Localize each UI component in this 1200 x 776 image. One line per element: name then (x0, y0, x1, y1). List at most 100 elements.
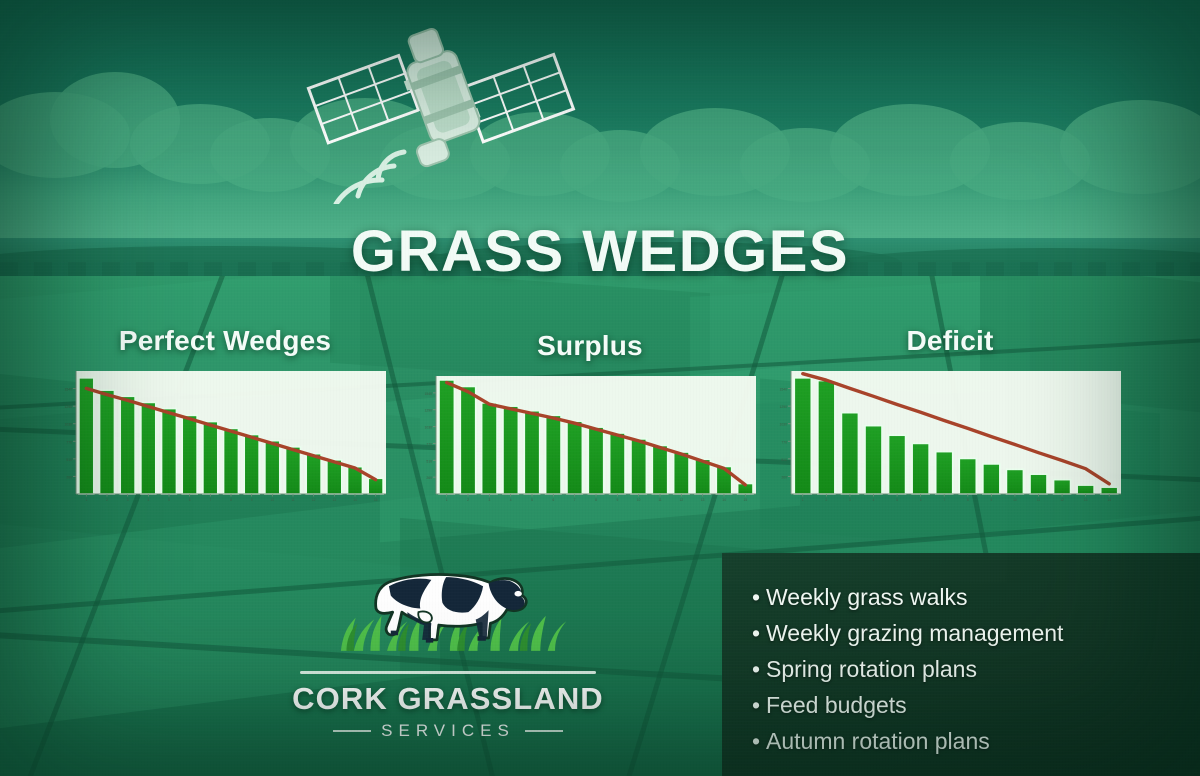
chart-bar (202, 420, 219, 495)
chart-bar (1076, 484, 1095, 495)
y-tick-label: 1290 (424, 409, 432, 413)
satellite-icon (300, 4, 580, 207)
x-tick-label: 7 (943, 498, 945, 502)
x-tick-label: 15 (374, 498, 378, 502)
x-tick-label: 5 (168, 498, 170, 502)
y-tick-label: 260 (66, 475, 72, 479)
x-tick-label: 1 (802, 498, 804, 502)
x-tick-label: 8 (595, 498, 597, 502)
demand-line (84, 386, 378, 482)
x-tick-label: 2 (825, 498, 827, 502)
x-tick-label: 5 (531, 498, 533, 502)
x-tick-label: 13 (1084, 498, 1088, 502)
chart-bar (887, 434, 907, 495)
x-tick-label: 10 (271, 498, 275, 502)
chart-bar (438, 379, 456, 495)
x-tick-label: 9 (616, 498, 618, 502)
x-tick-label: 7 (574, 498, 576, 502)
x-tick-label: 6 (920, 498, 922, 502)
bullet-icon: • (752, 728, 761, 754)
chart-bar (222, 427, 240, 495)
chart-bar (1052, 478, 1072, 495)
logo-divider-right (524, 730, 563, 732)
chart-bar (305, 452, 322, 495)
x-tick-label: 9 (251, 498, 253, 502)
y-tick-label: 1030 (64, 423, 72, 427)
x-tick-label: 9 (990, 498, 992, 502)
y-tick-label: 1540 (779, 388, 787, 392)
y-tick-label: 770 (426, 442, 432, 446)
grass-tuft-icon (340, 615, 567, 651)
x-tick-label: 7 (209, 498, 211, 502)
y-tick-label: 260 (426, 476, 432, 480)
x-tick-label: 6 (189, 498, 191, 502)
x-tick-label: 10 (1013, 498, 1017, 502)
services-list: • Weekly grass walks • Weekly grazing manag… (722, 553, 1200, 759)
chart-bar (864, 424, 883, 495)
y-tick-label: 1540 (64, 388, 72, 392)
chart-bar (958, 457, 978, 495)
chart-perfect-wedges: Perfect Wedges 260 510 770 1030 1290 1540 1 2 3 4… (60, 325, 390, 508)
x-tick-label: 14 (1107, 498, 1111, 502)
chart-bar (587, 426, 605, 495)
y-tick-label: 1290 (779, 405, 787, 409)
y-tick-label: 1540 (424, 392, 432, 396)
chart-bar (544, 414, 562, 495)
x-tick-label: 2 (106, 498, 108, 502)
x-tick-label: 6 (552, 498, 554, 502)
x-tick-label: 1 (446, 498, 448, 502)
chart-title-perfect-wedges: Perfect Wedges (118, 325, 332, 356)
y-tick-label: 260 (781, 475, 787, 479)
x-tick-label: 3 (488, 498, 490, 502)
x-tick-label: 11 (658, 498, 662, 502)
x-tick-label: 12 (680, 498, 684, 502)
y-tick-label: 510 (66, 458, 72, 462)
chart-bar (98, 389, 116, 495)
services-panel: • Weekly grass walks • Weekly grazing manag… (722, 553, 1200, 776)
chart-bar (1005, 468, 1025, 495)
chart-bar (608, 432, 626, 495)
logo-name: CORK GRASSLAND (292, 681, 604, 716)
y-tick-label: 510 (426, 459, 432, 463)
chart-bar (1029, 473, 1048, 495)
holstein-cow-icon (340, 573, 567, 651)
chart-bar (160, 407, 178, 495)
sky-background (0, 0, 1200, 258)
demand-line (445, 380, 747, 487)
chart-bar (119, 395, 136, 495)
service-item: • Weekly grass walks (752, 579, 1200, 615)
service-item: • Autumn rotation plans (752, 723, 1200, 759)
bullet-icon: • (752, 656, 761, 682)
x-tick-label: 8 (230, 498, 232, 502)
service-item: • Feed budgets (752, 687, 1200, 723)
demand-line (801, 372, 1111, 486)
y-tick-label: 1290 (64, 405, 72, 409)
x-tick-label: 12 (1060, 498, 1064, 502)
page-title: GRASS WEDGES (350, 219, 850, 284)
service-item: • Spring rotation plans (752, 651, 1200, 687)
x-tick-label: 8 (967, 498, 969, 502)
x-tick-label: 4 (510, 498, 512, 502)
chart-bar (243, 433, 260, 495)
chart-bar (140, 401, 157, 495)
x-tick-label: 15 (744, 498, 748, 502)
chart-plot-surplus: 260 510 770 1030 1290 1540 1 2 3 4 5 6 7 8 9 10 11 12 13 14… (420, 368, 760, 508)
service-item-label: Weekly grazing management (766, 620, 1064, 646)
y-tick-label: 770 (66, 440, 72, 444)
chart-bar (480, 402, 498, 495)
chart-bar (793, 377, 813, 495)
chart-surplus: Surplus 260 510 770 1030 1290 1540 1 2 3 4 5 6 7 8 9 10… (420, 330, 760, 508)
service-item-label: Feed budgets (766, 692, 907, 718)
x-tick-label: 11 (1037, 498, 1041, 502)
chart-bar (1099, 486, 1119, 495)
logo: CORK GRASSLAND SERVICES (268, 566, 628, 766)
x-tick-label: 10 (637, 498, 641, 502)
chart-bar (982, 463, 1001, 495)
service-item-label: Weekly grass walks (766, 584, 968, 610)
x-tick-label: 3 (849, 498, 851, 502)
chart-bar (630, 438, 648, 495)
logo-subtitle: SERVICES (381, 721, 515, 740)
x-tick-label: 14 (353, 498, 357, 502)
chart-bar (181, 414, 198, 495)
